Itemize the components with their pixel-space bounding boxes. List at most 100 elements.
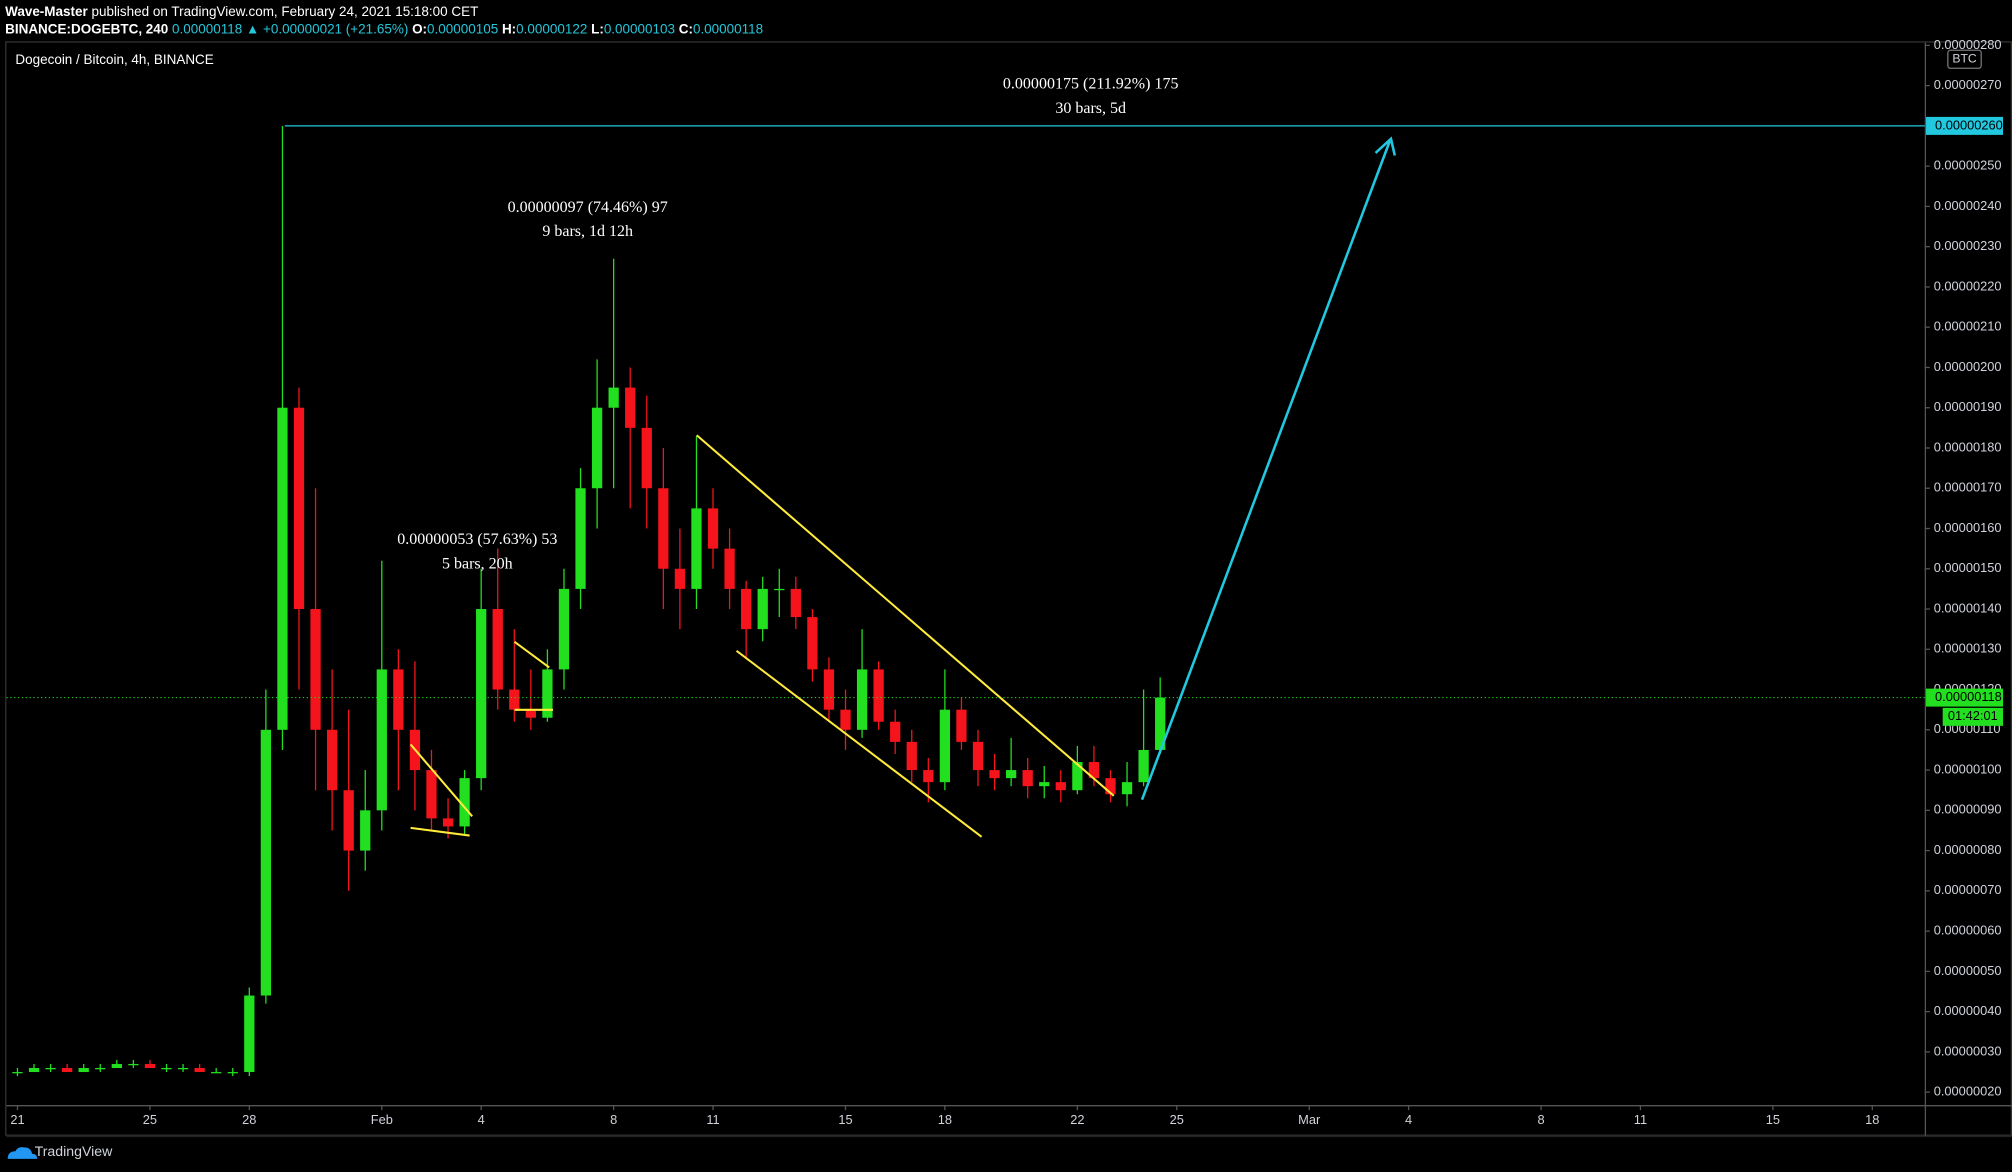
published: published on TradingView.com, February 2… <box>91 3 478 18</box>
x-tick-label: 22 <box>1070 1112 1084 1127</box>
candle-body <box>591 407 603 489</box>
currency: BTC <box>1952 51 1977 65</box>
price-markers: 0.00000260 0.00000118 01:42:01 <box>1926 116 2004 726</box>
x-tick-label: 25 <box>143 1112 157 1127</box>
y-tick-label: 0.00000180 <box>1934 439 2002 454</box>
x-tick-label: 18 <box>1865 1112 1879 1127</box>
candle-body <box>840 709 851 730</box>
candle-body <box>426 770 437 819</box>
candle-body <box>906 741 917 771</box>
measure-price: 0.00000175 (211.92%) 175 <box>1003 76 1179 93</box>
channel-lower <box>735 649 983 838</box>
y-tick-label: 0.00000040 <box>1934 1003 2002 1018</box>
y-tick-label: 0.00000020 <box>1934 1084 2002 1099</box>
y-tick-label: 0.00000270 <box>1934 77 2002 92</box>
candle-body <box>1088 762 1100 779</box>
x-tick-label: 15 <box>838 1112 852 1127</box>
candle-body <box>1022 770 1033 787</box>
candle-body <box>625 387 636 428</box>
y-tick-label: 0.00000210 <box>1934 319 2002 334</box>
x-tick-label: 21 <box>10 1112 24 1127</box>
low-label: L: <box>591 21 604 36</box>
target-price-box <box>1926 116 2004 135</box>
candle-body <box>674 568 686 589</box>
candle-body <box>343 790 354 851</box>
candle-body <box>161 1067 172 1070</box>
candle-body <box>260 729 272 996</box>
candle-body <box>244 995 255 1073</box>
countdown: 01:42:01 <box>1948 708 1998 723</box>
candle-body <box>558 588 570 670</box>
candle-body <box>691 508 702 589</box>
y-tick-label: 0.00000250 <box>1934 158 2002 173</box>
open: 0.00000105 <box>427 21 498 36</box>
candle-body <box>1072 762 1083 791</box>
y-tick-label: 0.00000100 <box>1934 761 2002 776</box>
candle-body <box>111 1063 122 1068</box>
y-tick-label: 0.00000140 <box>1934 600 2002 615</box>
measure-price: 0.00000053 (57.63%) 53 <box>397 531 557 548</box>
candle-body <box>128 1063 139 1066</box>
candle-body <box>956 709 967 742</box>
candle-body <box>12 1072 23 1074</box>
candle-body <box>1155 697 1166 750</box>
x-tick-label: 8 <box>610 1112 617 1127</box>
candle-body <box>807 617 818 670</box>
publisher: Wave-Master <box>5 3 88 18</box>
candle-body <box>641 427 652 489</box>
candle-body <box>757 588 768 630</box>
measure-price: 0.00000097 (74.46%) 97 <box>508 199 668 216</box>
candle-body <box>211 1072 222 1074</box>
candle-body <box>227 1072 238 1074</box>
y-tick-label: 0.00000130 <box>1934 641 2002 656</box>
candle-body <box>194 1067 205 1073</box>
close: 0.00000118 <box>693 21 763 36</box>
y-tick-label: 0.00000030 <box>1934 1043 2002 1058</box>
chart-frame <box>5 41 2012 1136</box>
currency-badge <box>1947 49 1982 69</box>
countdown-box <box>1942 707 2004 726</box>
candle-body <box>658 488 669 569</box>
y-tick-label: 0.00000160 <box>1934 520 2002 535</box>
candle-body <box>972 741 984 771</box>
x-tick-label: 4 <box>478 1112 485 1127</box>
candle-body <box>277 407 288 730</box>
measure-bars: 30 bars, 5d <box>1055 100 1126 117</box>
y-tick-label: 0.00000280 <box>1934 37 2002 52</box>
candle-body <box>890 721 901 742</box>
y-tick-label: 0.00000060 <box>1934 923 2002 938</box>
candle-body <box>459 778 470 827</box>
x-tick-label: 25 <box>1170 1112 1184 1127</box>
y-tick-label: 0.00000200 <box>1934 359 2002 374</box>
flag1-upper <box>409 743 473 817</box>
candle-body <box>509 689 520 710</box>
candle-body <box>608 387 619 408</box>
candle-body <box>293 407 305 610</box>
x-tick-label: Mar <box>1298 1112 1321 1127</box>
arrow-head <box>1374 136 1397 156</box>
high-label: H: <box>502 21 516 36</box>
candle-body <box>310 609 321 730</box>
x-tick-label: 11 <box>1634 1112 1647 1127</box>
symbol: BINANCE:DOGEBTC, 240 <box>5 21 168 36</box>
x-tick-label: Feb <box>371 1112 393 1127</box>
target-price-label: 0.00000260 <box>1935 117 2003 132</box>
x-tick-label: 11 <box>706 1112 719 1127</box>
candle-body <box>923 770 934 783</box>
candle-body <box>492 609 503 690</box>
x-tick-label: 28 <box>242 1112 256 1127</box>
candle-body <box>442 818 454 827</box>
y-tick-label: 0.00000050 <box>1934 963 2002 978</box>
candle-body <box>326 729 338 791</box>
candle-body <box>476 609 487 779</box>
y-tick-label: 0.00000240 <box>1934 198 2002 213</box>
candle-body <box>856 669 868 730</box>
footer-brand[interactable]: TradingView <box>35 1143 113 1159</box>
candle-body <box>525 709 536 718</box>
candle-body <box>1105 778 1116 795</box>
y-tick-label: 0.00000150 <box>1934 560 2002 575</box>
candle-body <box>1121 782 1133 795</box>
change: ▲ +0.00000021 (+21.65%) <box>246 21 408 36</box>
